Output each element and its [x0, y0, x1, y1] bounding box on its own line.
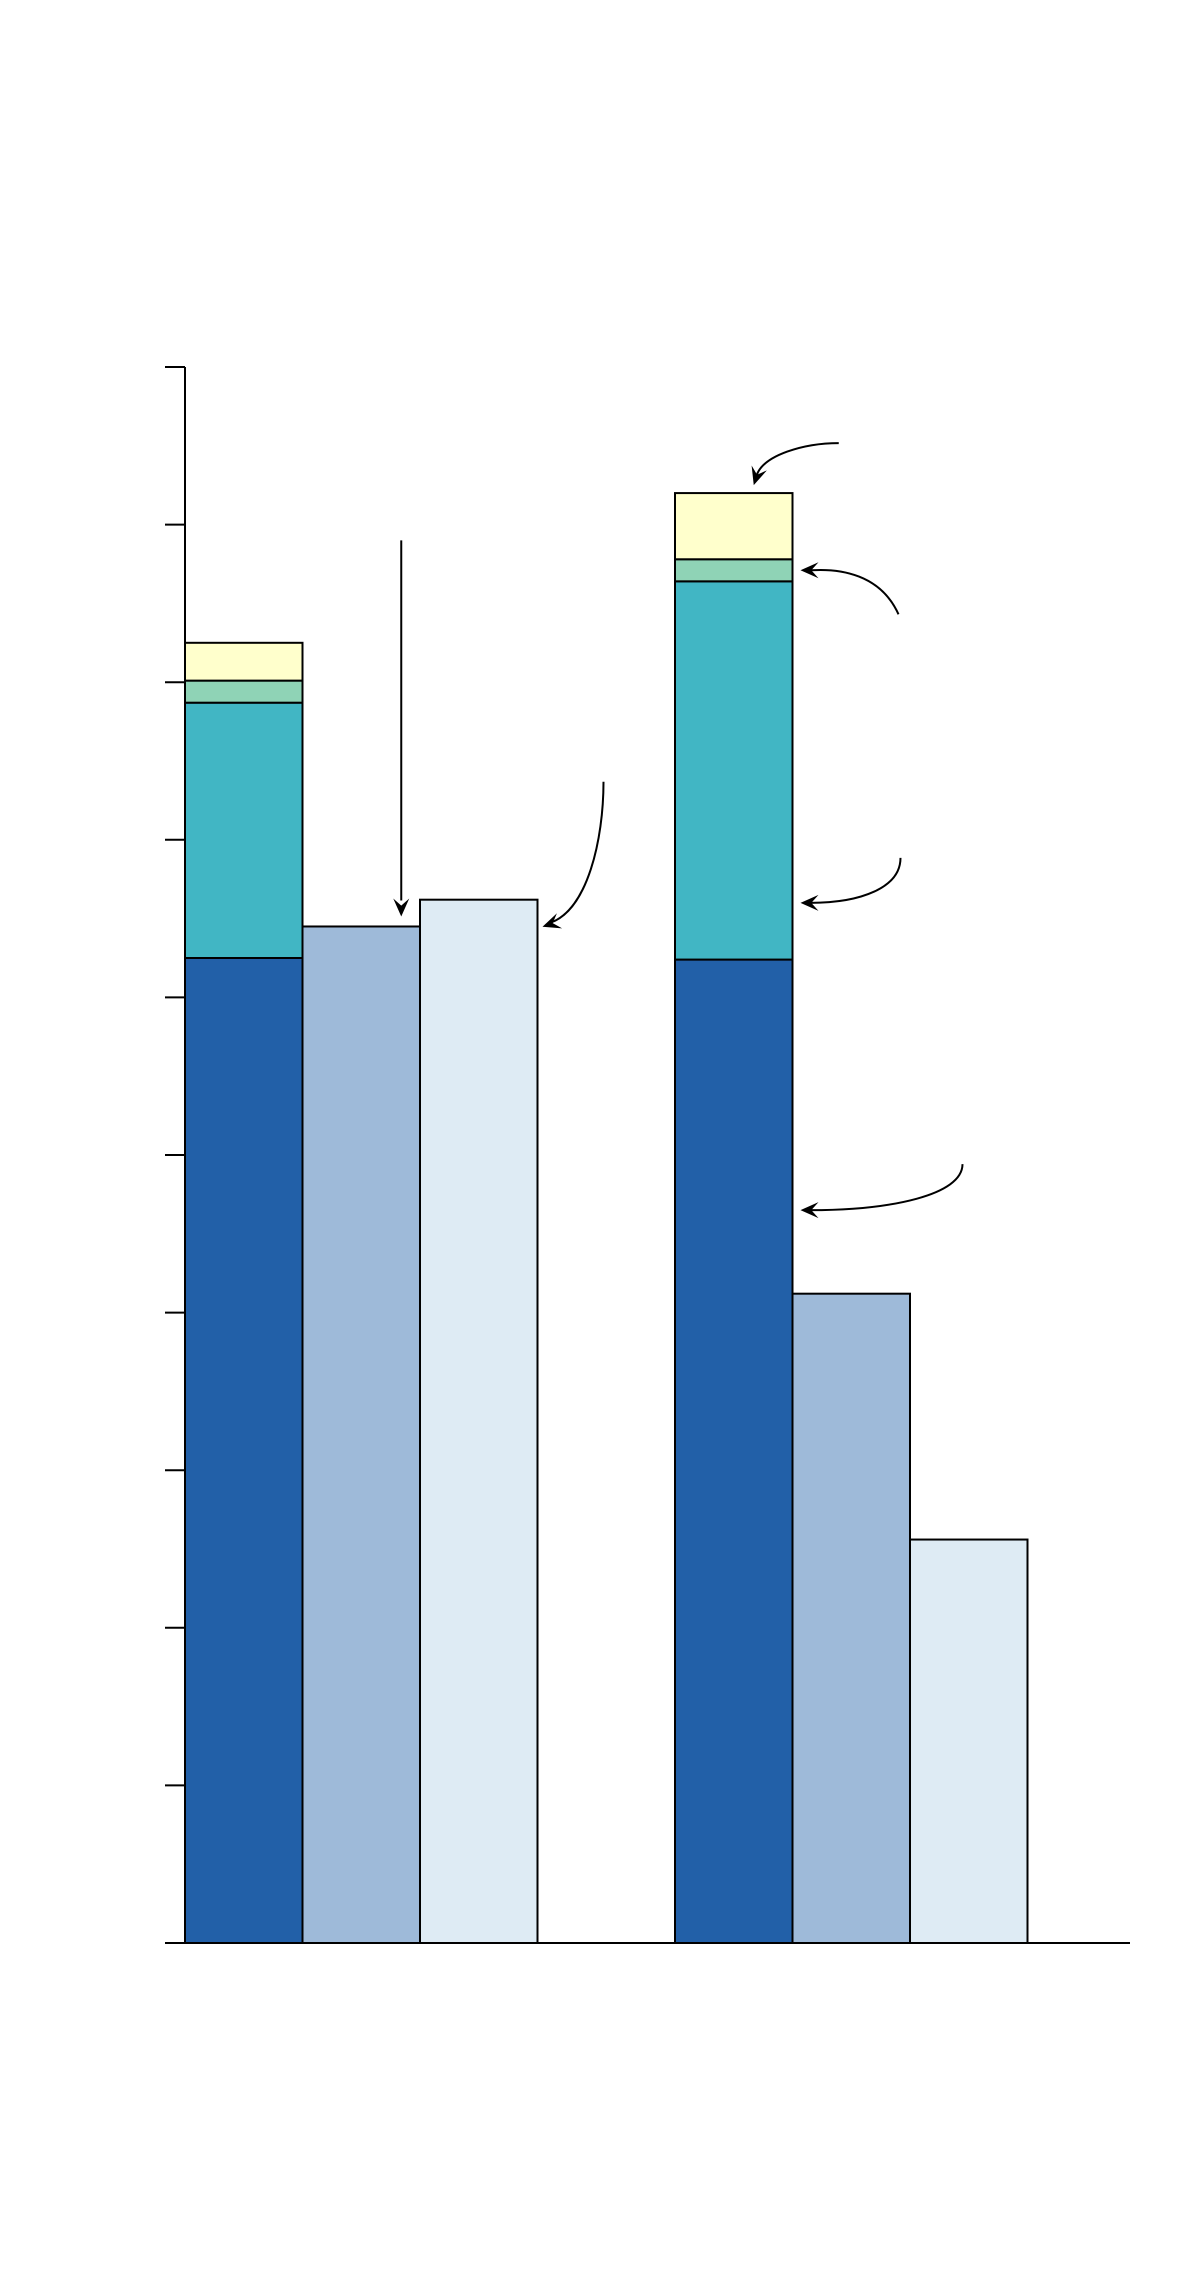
group-1-bar-3: [419, 898, 539, 1944]
annotation-arrow-5: [810, 857, 902, 904]
axis-layer: [165, 366, 1130, 1944]
annotation-arrow-5-head: [800, 894, 819, 911]
annotation-arrow-3-head: [751, 465, 767, 486]
group-2-stack-segment-4: [674, 492, 794, 561]
group-1-stack-segment-2: [184, 701, 304, 959]
group-2-stack-segment-3: [674, 558, 794, 583]
annotation-arrow-6: [810, 1164, 964, 1212]
annotation-arrow-4-head: [800, 562, 819, 579]
group-2-stack-segment-2: [674, 580, 794, 961]
group-2-stack-segment-1: [674, 958, 794, 1944]
annotation-arrow-2: [550, 781, 605, 924]
group-1-stack-segment-1: [184, 957, 304, 1944]
annotation-arrow-1-head: [393, 898, 410, 917]
annotation-arrow-4: [810, 568, 900, 615]
group-1-bar-2: [301, 925, 421, 1944]
group-1-stack-segment-4: [184, 641, 304, 682]
annotation-arrow-3: [755, 442, 839, 476]
annotation-arrow-2-head: [542, 913, 563, 929]
group-1-stack-segment-3: [184, 679, 304, 704]
annotation-arrow-6-head: [800, 1202, 819, 1219]
annotation-layer: [393, 442, 964, 1219]
bars-layer: [184, 492, 1029, 1944]
group-2-bar-3: [909, 1538, 1029, 1944]
group-2-bar-2: [791, 1292, 911, 1944]
